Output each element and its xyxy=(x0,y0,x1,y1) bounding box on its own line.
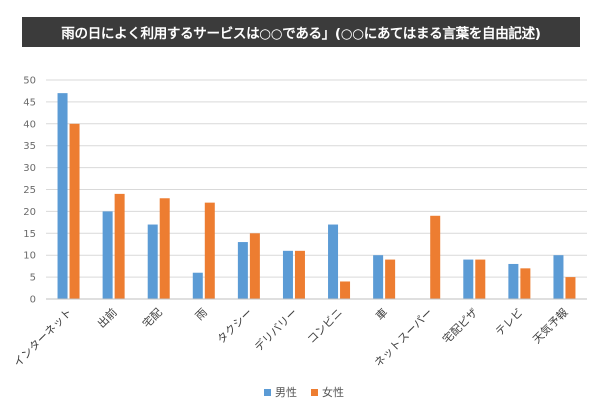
y-tick-label: 30 xyxy=(23,163,36,174)
bar-male xyxy=(373,255,384,299)
bar-male xyxy=(463,259,474,299)
bar-male xyxy=(147,224,158,299)
chart-title: 雨の日によく利用するサービスは○○である」(○○にあてはまる言葉を自由記述) xyxy=(22,17,580,47)
legend-swatch-female xyxy=(311,389,318,396)
bar-female xyxy=(69,123,80,299)
bar-male xyxy=(57,93,68,299)
bar-female xyxy=(114,193,125,299)
x-category-label: タクシー xyxy=(215,306,255,346)
bar-female xyxy=(475,259,486,299)
x-category-label: インターネット xyxy=(11,306,75,370)
bar-male xyxy=(237,242,248,299)
y-tick-label: 10 xyxy=(23,251,36,262)
bar-female xyxy=(249,233,260,299)
legend-swatch-male xyxy=(264,389,271,396)
y-tick-label: 0 xyxy=(30,295,36,306)
y-tick-label: 35 xyxy=(23,141,36,152)
bar-female xyxy=(340,281,351,299)
bar-male xyxy=(192,272,203,299)
y-tick-label: 25 xyxy=(23,185,36,196)
x-category-label: 雨 xyxy=(193,306,210,323)
x-category-label: テレビ xyxy=(493,306,526,339)
x-category-label: 天気予報 xyxy=(530,305,571,346)
x-category-label: デリバリー xyxy=(251,305,300,354)
y-tick-label: 5 xyxy=(30,273,36,284)
y-tick-label: 50 xyxy=(23,76,36,87)
bar-female xyxy=(520,268,531,299)
y-tick-label: 15 xyxy=(23,229,36,240)
bar-female xyxy=(294,250,305,299)
grid-lines xyxy=(46,79,587,278)
bar-male xyxy=(282,250,293,299)
bar-male xyxy=(328,224,339,299)
bar-male xyxy=(553,255,564,299)
legend-label-male: 男性 xyxy=(275,385,297,399)
y-tick-label: 20 xyxy=(23,207,36,218)
legend-label-female: 女性 xyxy=(322,385,344,399)
x-category-label: コンビニ xyxy=(305,306,345,346)
bar-female xyxy=(385,259,396,299)
y-tick-label: 40 xyxy=(23,119,36,130)
legend: 男性 女性 xyxy=(264,385,344,399)
bar-female xyxy=(204,202,215,299)
bar-female xyxy=(565,277,576,299)
x-category-label: 出前 xyxy=(94,305,119,330)
x-category-label: 車 xyxy=(373,305,391,323)
bar-female xyxy=(430,215,441,299)
bars xyxy=(57,93,576,299)
y-axis-ticks: 0 5 10 15 20 25 30 35 40 45 50 xyxy=(23,76,36,306)
x-category-label: 宅配 xyxy=(139,305,164,330)
x-category-label: 宅配ピザ xyxy=(439,305,480,346)
y-tick-label: 45 xyxy=(23,97,36,108)
bar-female xyxy=(159,198,170,299)
bar-male xyxy=(508,263,519,299)
bar-male xyxy=(102,211,113,299)
x-axis-labels: インターネット 出前 宅配雨タクシーデリバリー コンビニ 車ネットスーパー 宅配ピザ テレビ… xyxy=(11,305,571,369)
